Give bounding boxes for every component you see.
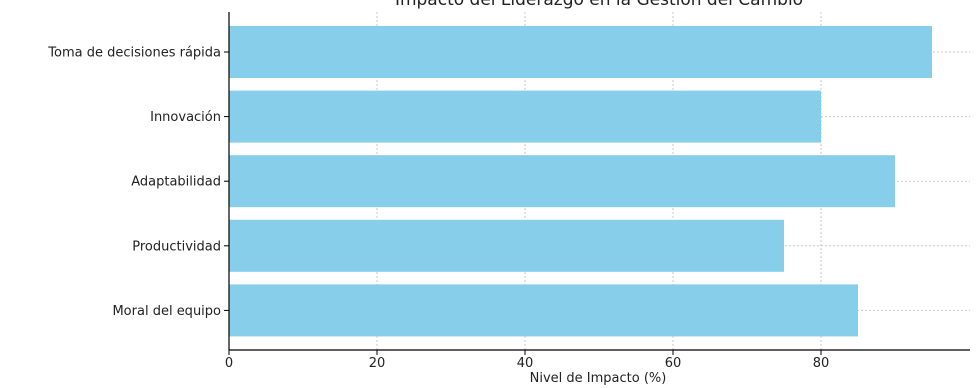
- chart-title: Impacto del Liderazgo en la Gestión del …: [395, 0, 803, 10]
- bar-2: [229, 155, 895, 208]
- x-tick-label-1: 20: [369, 356, 386, 371]
- bars-group: [229, 26, 932, 337]
- bar-0: [229, 26, 932, 78]
- bar-1: [229, 90, 821, 143]
- y-tick-label-1: Innovación: [150, 110, 221, 125]
- y-tick-label-2: Adaptabilidad: [131, 175, 221, 190]
- y-tick-label-4: Moral del equipo: [112, 304, 221, 319]
- x-tick-label-3: 60: [665, 356, 682, 371]
- y-tick-label-0: Toma de decisiones rápida: [47, 46, 221, 61]
- x-axis-title: Nivel de Impacto (%): [530, 371, 667, 386]
- y-tick-label-3: Productividad: [132, 239, 221, 254]
- bar-4: [229, 284, 858, 337]
- x-tick-label-0: 0: [225, 356, 233, 371]
- x-tick-label-4: 80: [813, 356, 830, 371]
- y-tick-labels: Toma de decisiones rápida Innovación Adapt…: [47, 46, 229, 319]
- x-tick-labels: 0 20 40 60 80: [225, 350, 829, 371]
- bar-3: [229, 219, 784, 272]
- x-tick-label-2: 40: [517, 356, 534, 371]
